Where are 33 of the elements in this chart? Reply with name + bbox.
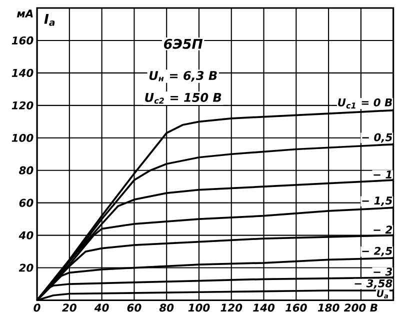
x-tick-label: 120 bbox=[220, 303, 242, 312]
y-tick-label: 100 bbox=[12, 134, 34, 142]
series-label: − 1 bbox=[374, 170, 392, 178]
x-tick-label: 0 bbox=[34, 303, 40, 312]
x-tick-label: 180 bbox=[318, 303, 340, 312]
annotation: U$_{c2}$ = 150 В bbox=[145, 92, 222, 104]
y-tick-label: 120 bbox=[12, 101, 34, 110]
series-label: − 2 bbox=[374, 226, 392, 234]
series-label: − 0,5 bbox=[362, 133, 392, 143]
x-axis-title: U$_{a}$ bbox=[376, 290, 388, 298]
x-tick-label: 40 bbox=[94, 303, 109, 312]
x-tick-label: 60 bbox=[127, 303, 142, 312]
x-tick-label: 140 bbox=[253, 303, 275, 312]
y-tick-label: 160 bbox=[12, 36, 34, 44]
annotation: U$_{н}$ = 6,3 В bbox=[149, 70, 217, 82]
y-tick-label: 80 bbox=[19, 166, 34, 174]
series-label: − 3,58 bbox=[354, 279, 392, 289]
series-label: − 3 bbox=[374, 268, 392, 276]
text: мА bbox=[16, 9, 33, 18]
x-tick-label: 80 bbox=[159, 303, 174, 312]
y-axis-title: I$_{a}$ bbox=[44, 14, 55, 26]
y-tick-label: 140 bbox=[12, 68, 34, 77]
y-tick-label: 20 bbox=[18, 264, 34, 272]
x-tick-label: 200 В bbox=[344, 303, 378, 312]
series-label: U$_{c1}$ = 0 В bbox=[338, 98, 392, 108]
y-tick-label: 60 bbox=[19, 198, 34, 207]
y-tick-label: 40 bbox=[18, 231, 34, 240]
text: 6Э5П bbox=[164, 38, 203, 49]
x-tick-label: 100 bbox=[188, 303, 210, 312]
series-label: − 2,5 bbox=[362, 246, 392, 256]
x-tick-label: 20 bbox=[62, 303, 76, 312]
series-label: − 1,5 bbox=[362, 196, 392, 206]
x-tick-label: 160 bbox=[285, 303, 307, 312]
